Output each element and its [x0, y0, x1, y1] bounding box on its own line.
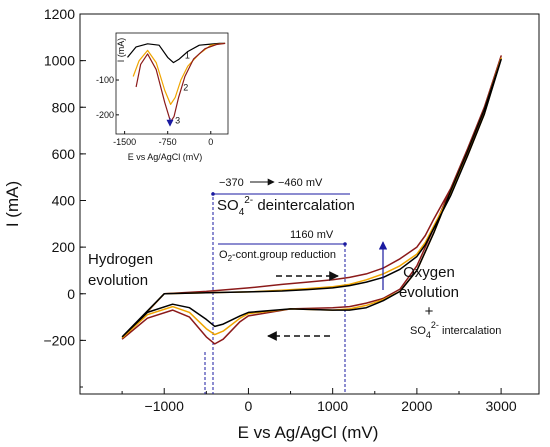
x-tick-label: 3000	[486, 398, 517, 414]
deint-sup: 2-	[244, 195, 253, 206]
annotation-oxygen-3: +	[425, 303, 434, 320]
int-sup: 2-	[431, 320, 439, 330]
annotation-shift-from: −370	[219, 177, 244, 189]
y-tick-label: 400	[52, 193, 76, 209]
y-tick-label: −200	[43, 332, 75, 348]
annotation-oxygen-1: Oxygen	[403, 264, 455, 281]
annotation-o2-potential: 1160 mV	[290, 229, 334, 241]
inset-x-tick-label: 0	[208, 137, 213, 147]
inset-y-tick-label: -100	[96, 75, 114, 85]
x-tick-label: 0	[245, 398, 253, 414]
inset-x-tick-label: -1500	[113, 137, 136, 147]
inset-curve-1	[127, 42, 226, 64]
annotation-hydrogen-1: Hydrogen	[88, 251, 153, 268]
o2-sub: 2	[228, 254, 233, 263]
y-axis-title: I (mA)	[3, 181, 22, 227]
inset-curve-label-2: 2	[183, 82, 188, 92]
y-axis-ticks: 1200 1000 800 600 400 200 0 −200	[43, 6, 86, 388]
x-tick-label: −1000	[145, 398, 185, 414]
inset-curve-label-1: 1	[185, 50, 190, 60]
inset-curve-label-3: 3	[175, 116, 180, 126]
inset-chart: -1500 -750 0 -100 -200 I (mA) E vs Ag/AgCl …	[96, 32, 229, 162]
annotation-shift-to: −460 mV	[278, 177, 323, 189]
annotation-hydrogen-2: evolution	[88, 272, 148, 289]
plot-frame	[79, 13, 540, 395]
y-tick-label: 600	[52, 146, 76, 162]
inset-y-axis-ticks: -100 -200	[96, 75, 119, 120]
y-tick-label: 200	[52, 239, 76, 255]
x-tick-label: 1000	[317, 398, 348, 414]
inset-y-axis-title: I (mA)	[116, 38, 126, 63]
inset-x-axis-title: E vs Ag/AgCl (mV)	[128, 152, 203, 162]
inset-x-tick-label: -750	[159, 137, 177, 147]
y-tick-label: 1000	[44, 53, 75, 69]
y-tick-label: 0	[67, 286, 75, 302]
inset-curve-2	[132, 42, 226, 106]
annotation-intercalation: SO42- intercalation	[410, 320, 501, 340]
annotation-o2-dot	[343, 242, 347, 246]
int-sub: 4	[426, 330, 431, 340]
inset-curves	[127, 42, 226, 123]
inset-curve-3	[135, 42, 226, 123]
annotation-shift-dot	[211, 192, 215, 196]
inset-y-tick-label: -200	[96, 110, 114, 120]
x-tick-label: 2000	[401, 398, 432, 414]
deint-sub: 4	[239, 207, 245, 218]
y-tick-label: 800	[52, 99, 76, 115]
inset-x-axis-ticks: -1500 -750 0	[113, 131, 213, 147]
cv-curve-3	[121, 58, 502, 338]
x-axis-ticks: −1000 0 1000 2000 3000	[121, 388, 517, 414]
inset-curve-labels: 1 2 3	[175, 50, 190, 125]
inset-frame	[115, 32, 229, 135]
annotation-o2-reduction: O2-cont.group reduction	[219, 249, 336, 263]
x-axis-title: E vs Ag/AgCl (mV)	[238, 423, 379, 442]
annotation-deintercalation: SO42- deintercalation	[217, 195, 355, 218]
inset-background	[116, 33, 228, 134]
annotation-oxygen-2: evolution	[399, 284, 459, 301]
y-tick-label: 1200	[44, 6, 75, 22]
